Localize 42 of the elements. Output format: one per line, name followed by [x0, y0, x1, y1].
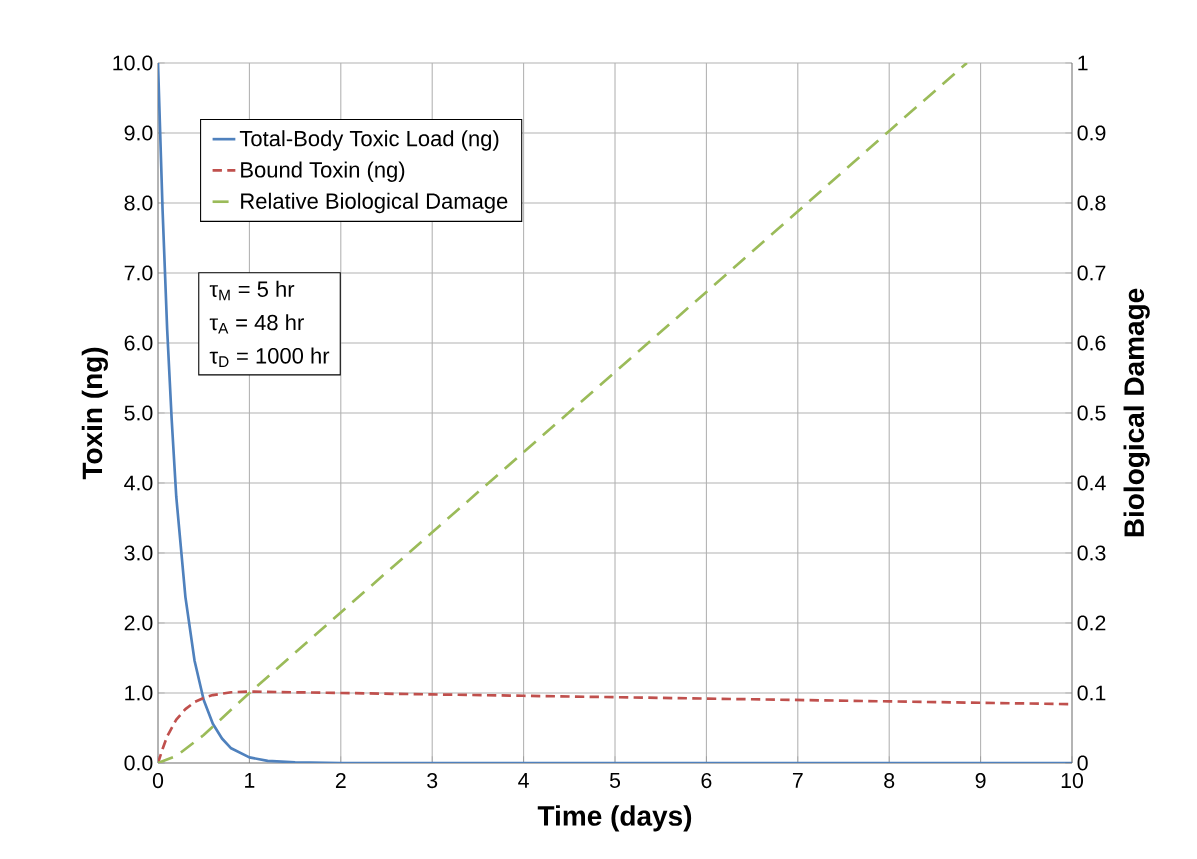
x-tick-label: 1 [245, 773, 255, 788]
y-tick-label: 0.0 [124, 755, 153, 771]
y-tick-label: 8.0 [124, 195, 153, 211]
x-tick-label: 3 [427, 773, 438, 789]
y-axis-title: Toxin (ng) [81, 347, 108, 480]
annotation: τ$_{M}$ = 5 hr [209, 280, 295, 301]
y-tick-label: 7.0 [124, 265, 153, 281]
y2-tick-label: 0.2 [1077, 615, 1106, 631]
x-tick-label: 4 [518, 773, 529, 788]
x-tick-label: 7 [792, 773, 803, 788]
y2-tick-label: 0.7 [1077, 265, 1106, 281]
legend-label: Total-Body Toxic Load (ng) [239, 130, 499, 151]
y-tick-label: 2.0 [124, 615, 153, 631]
x-tick-label: 10 [1061, 773, 1084, 789]
y-tick-label: 6.0 [124, 335, 153, 351]
y-tick-label: 4.0 [124, 475, 153, 491]
y-tick-label: 3.0 [124, 545, 153, 561]
y2-tick-label: 0.4 [1077, 475, 1106, 491]
x-tick-label: 0 [152, 773, 164, 789]
x-tick-label: 9 [975, 773, 986, 789]
y2-tick-label: 0.9 [1077, 125, 1106, 141]
y2-tick-label: 1 [1078, 55, 1088, 71]
x-tick-label: 2 [335, 773, 346, 788]
x-tick-label: 6 [701, 773, 712, 789]
y2-tick-label: 0.1 [1077, 685, 1106, 701]
y2-tick-label: 0.5 [1077, 405, 1106, 421]
y-tick-label: 5.0 [124, 405, 153, 421]
legend-label: Relative Biological Damage [241, 192, 508, 214]
y2-tick-label: 0.8 [1077, 195, 1106, 211]
annotation: τ$_{A}$ = 48 hr [209, 314, 304, 334]
x-tick-label: 5 [609, 773, 621, 788]
y-tick-label: 1.0 [125, 685, 153, 701]
y2-tick-label: 0.3 [1077, 545, 1106, 561]
y2-tick-label: 0.6 [1077, 335, 1106, 351]
annotation: τ$_{D}$ = 1000 hr [209, 347, 330, 367]
y2-tick-label: 0 [1077, 755, 1088, 771]
x-axis-title: Time (days) [537, 805, 692, 832]
y-tick-label: 10.0 [113, 55, 153, 71]
x-tick-label: 8 [884, 773, 895, 789]
y2-axis-title: Biological Damage [1123, 288, 1150, 537]
y-tick-label: 9.0 [124, 125, 153, 141]
legend-label: Bound Toxin (ng) [241, 161, 405, 182]
